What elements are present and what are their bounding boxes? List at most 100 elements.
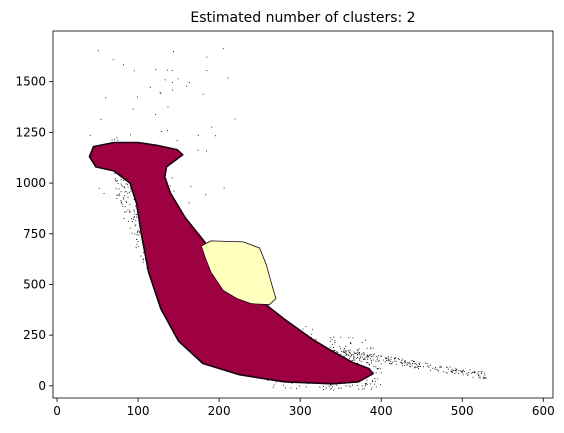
noise-point-1607 [172, 82, 173, 83]
noise-point-26 [348, 385, 350, 387]
noise-point-509 [340, 350, 342, 352]
noise-point-1454 [345, 353, 347, 355]
noise-point-1538 [478, 377, 480, 379]
noise-point-478 [370, 356, 372, 357]
noise-point-1507 [391, 362, 393, 364]
y-axis-ticks: 0 250 500 750 1000 1250 1500 [15, 75, 53, 393]
noise-point-627 [366, 362, 368, 364]
noise-point-1233 [120, 200, 122, 202]
noise-point-1329 [437, 369, 439, 371]
noise-point-1579 [334, 350, 336, 352]
noise-point-900 [121, 201, 122, 203]
noise-point-299 [359, 358, 360, 360]
noise-point-1630 [155, 68, 157, 70]
noise-point-815 [353, 351, 355, 353]
x-tick-label-100: 100 [127, 404, 150, 418]
noise-point-1055 [349, 358, 351, 359]
noise-point-14 [129, 211, 131, 213]
noise-point-1317 [345, 349, 347, 351]
plot-frame [52, 30, 554, 399]
noise-point-835 [124, 206, 126, 208]
noise-point-1417 [451, 370, 453, 372]
noise-point-1016 [122, 205, 124, 207]
noise-point-1573 [471, 372, 473, 374]
noise-point-694 [131, 232, 133, 234]
noise-point-498 [375, 386, 377, 388]
noise-point-1590 [123, 64, 124, 66]
noise-point-131 [284, 387, 286, 389]
noise-point-685 [136, 243, 138, 245]
noise-point-1106 [133, 211, 135, 213]
noise-point-1316 [129, 204, 131, 205]
noise-point-1323 [393, 360, 395, 362]
noise-point-427 [352, 384, 353, 386]
noise-point-693 [379, 368, 381, 370]
noise-point-1426 [428, 366, 430, 368]
noise-point-1020 [143, 258, 144, 260]
noise-point-1420 [343, 355, 345, 357]
noise-point-1620 [111, 139, 113, 141]
noise-point-297 [338, 388, 340, 389]
noise-point-275 [372, 348, 374, 350]
noise-point-536 [328, 385, 330, 387]
noise-point-1344 [388, 359, 390, 360]
noise-point-219 [137, 241, 139, 243]
noise-point-1627 [149, 86, 151, 88]
noise-point-1528 [466, 373, 468, 374]
noise-point-1093 [127, 192, 129, 194]
noise-point-1392 [418, 364, 420, 365]
noise-point-1505 [411, 360, 413, 362]
noise-point-1599 [176, 140, 178, 141]
noise-point-338 [140, 255, 142, 257]
cluster-1-region [200, 240, 277, 306]
noise-point-264 [117, 183, 119, 185]
noise-point-1548 [365, 356, 367, 358]
noise-point-1179 [334, 340, 336, 342]
noise-point-1035 [123, 197, 125, 199]
noise-point-1569 [402, 365, 404, 367]
noise-point-1023 [353, 357, 354, 359]
noise-point-1490 [357, 351, 359, 353]
noise-point-1542 [410, 366, 411, 368]
noise-point-429 [116, 137, 118, 139]
noise-point-1486 [418, 368, 419, 369]
noise-point-489 [137, 229, 139, 231]
noise-point-1512 [426, 362, 428, 364]
noise-point-517 [344, 348, 345, 349]
noise-point-1636 [222, 48, 224, 50]
noise-point-1480 [423, 366, 425, 368]
noise-point-1363 [460, 371, 462, 373]
noise-point-1348 [462, 372, 464, 374]
noise-point-1452 [439, 366, 441, 368]
noise-point-737 [135, 224, 137, 226]
noise-point-598 [351, 354, 353, 355]
noise-point-117 [134, 213, 136, 215]
noise-point-1514 [404, 365, 406, 366]
noise-point-1382 [401, 362, 403, 364]
noise-point-1384 [435, 369, 437, 370]
noise-point-1560 [412, 363, 413, 364]
noise-point-1556 [336, 351, 338, 353]
noise-point-456 [143, 252, 144, 253]
noise-point-1483 [407, 362, 409, 363]
noise-point-1337 [346, 353, 348, 355]
noise-point-1551 [370, 358, 372, 360]
noise-point-1619 [173, 190, 175, 192]
noise-point-1339 [359, 352, 360, 353]
noise-point-637 [137, 246, 139, 247]
noise-point-1500 [375, 355, 377, 357]
cluster-0-region [88, 141, 374, 385]
noise-point-27 [134, 225, 136, 227]
noise-point-698 [126, 201, 127, 203]
noise-point-1496 [440, 365, 442, 367]
noise-point-1401 [358, 352, 360, 354]
noise-point-477 [375, 366, 377, 368]
noise-point-1428 [369, 354, 371, 356]
noise-point-1429 [469, 369, 471, 371]
noise-point-1519 [348, 351, 350, 353]
noise-point-1614 [133, 70, 135, 72]
noise-point-1336 [458, 370, 460, 371]
y-tick-label-1500: 1500 [15, 75, 46, 89]
noise-point-368 [336, 352, 338, 354]
